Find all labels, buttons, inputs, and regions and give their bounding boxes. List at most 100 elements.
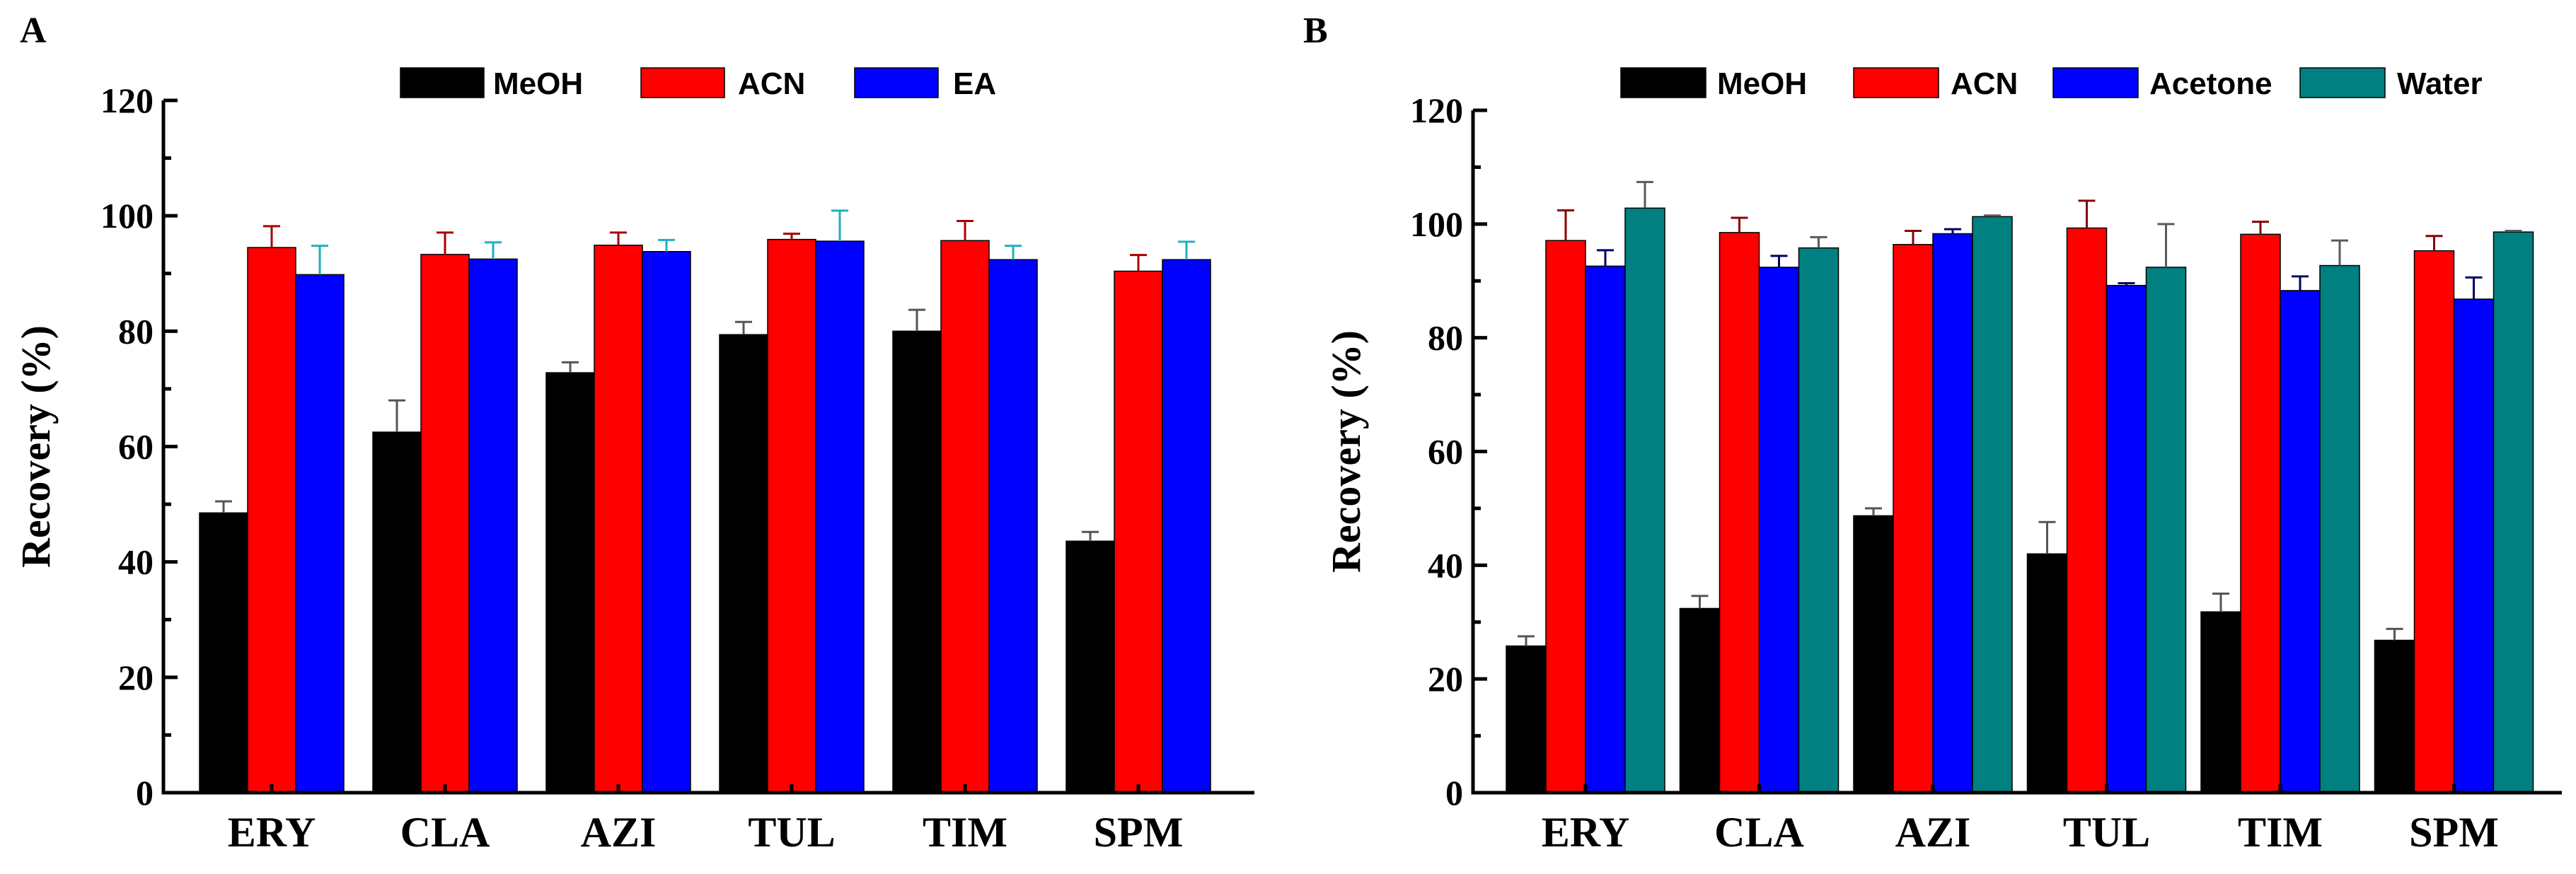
error-bar-meoh-tim [2212,593,2229,612]
category-label-ery: ERY [1542,809,1630,856]
bar-water-tim [2319,264,2360,793]
bar-meoh-ery [1506,645,1547,793]
legend-swatch-meoh [1620,67,1706,98]
bar-acn-ery [247,247,296,793]
error-bar-meoh-spm [1082,530,1099,542]
bar-water-azi [1972,216,2013,793]
bar-ea-tul [815,240,865,793]
legend: MeOH ACN Acetone Water [1620,66,2483,101]
legend-label-meoh: MeOH [1717,66,1807,101]
bar-acetone-azi [1932,233,1973,793]
bar-acn-tul [767,238,816,793]
bar-meoh-cla [1679,607,1721,793]
category-label-cla: CLA [1714,809,1804,856]
y-axis-label: Recovery (%) [1323,330,1369,573]
error-bar-acn-cla [437,231,454,255]
bar-ea-tim [988,259,1038,793]
y-tick-label: 0 [136,773,154,812]
bar-meoh-tim [892,330,942,793]
bar-ea-spm [1162,259,1211,793]
error-bar-water-tul [2157,223,2175,267]
error-bar-acetone-cla [1770,255,1788,267]
error-bar-acn-ery [1557,209,1574,241]
bar-acn-tul [2066,227,2108,793]
error-bar-acn-cla [1731,216,1748,233]
legend-label-acn: ACN [1951,66,2018,101]
category-label-azi: AZI [581,809,657,856]
error-bar-meoh-tim [908,308,925,332]
bar-acn-spm [2413,250,2455,793]
y-axis-label: Recovery (%) [13,325,59,568]
y-tick-label: 20 [118,658,154,697]
bar-meoh-spm [2374,639,2415,793]
bar-meoh-azi [1853,515,1894,793]
y-tick-label: 80 [118,311,154,351]
bar-acn-cla [1719,232,1760,793]
bar-acn-ery [1545,240,1586,793]
bar-acn-tim [940,240,990,793]
error-bar-acn-tim [2252,221,2269,235]
y-tick-label: 60 [118,427,154,467]
error-bar-acn-ery [263,225,280,248]
bar-acetone-spm [2453,298,2495,793]
bar-meoh-spm [1065,540,1115,793]
category-label-tim: TIM [2238,809,2323,856]
error-bar-acn-tul [2078,199,2096,228]
bar-meoh-ery [199,512,248,793]
panel-label: B [1303,11,1328,51]
error-bar-ea-azi [658,238,675,252]
y-tick-label: 20 [1428,659,1463,699]
error-bar-acetone-ery [1597,249,1614,267]
y-tick-label: 100 [100,196,154,235]
legend-label-ea: EA [953,66,996,101]
legend-swatch-acn [1853,67,1939,98]
legend-swatch-ea [854,67,939,98]
panel-label: A [20,11,47,51]
error-bar-acn-azi [1905,229,1922,245]
error-bar-meoh-cla [388,399,405,433]
bar-acn-azi [1893,244,1934,793]
legend: MeOH ACN EA [400,66,996,101]
bar-meoh-tul [719,334,768,793]
bar-meoh-cla [372,431,422,793]
bar-ea-azi [642,250,691,793]
bar-water-ery [1624,207,1665,793]
error-bar-ea-cla [485,241,502,260]
y-tick-label: 0 [1445,773,1463,812]
bar-acn-tim [2240,233,2281,793]
bar-acetone-tim [2280,290,2321,793]
category-label-tim: TIM [923,809,1007,856]
category-label-tul: TUL [748,809,835,856]
legend-label-acetone: Acetone [2149,66,2272,101]
error-bar-acetone-tul [2118,281,2135,286]
bar-water-tul [2145,267,2187,793]
error-bar-acetone-azi [1944,228,1961,234]
bar-acetone-tul [2106,284,2147,793]
error-bar-water-tim [2331,239,2348,266]
y-tick-label: 40 [118,542,154,582]
legend-swatch-water [2299,67,2386,98]
bar-meoh-azi [545,372,595,793]
error-bar-acetone-tim [2292,275,2309,291]
legend-label-acn: ACN [738,66,805,101]
error-bar-ea-spm [1178,240,1195,260]
legend-label-meoh: MeOH [493,66,583,101]
error-bar-meoh-spm [2386,627,2403,641]
error-bar-meoh-azi [1865,507,1882,516]
error-bar-meoh-ery [215,500,232,513]
category-label-cla: CLA [400,809,490,856]
legend-label-water: Water [2397,66,2483,101]
legend-swatch-acetone [2052,67,2139,98]
category-label-spm: SPM [2409,809,2499,856]
error-bar-meoh-tul [2038,520,2056,554]
bar-acn-azi [594,245,643,793]
bar-acetone-cla [1758,267,1800,793]
category-label-azi: AZI [1895,809,1971,856]
category-label-ery: ERY [228,809,316,856]
bar-acn-spm [1114,270,1163,793]
error-bar-water-spm [2505,229,2522,233]
bar-meoh-tul [2026,553,2068,793]
error-bar-acetone-spm [2465,276,2483,299]
bar-acn-cla [420,254,470,793]
bar-ea-ery [295,274,345,793]
